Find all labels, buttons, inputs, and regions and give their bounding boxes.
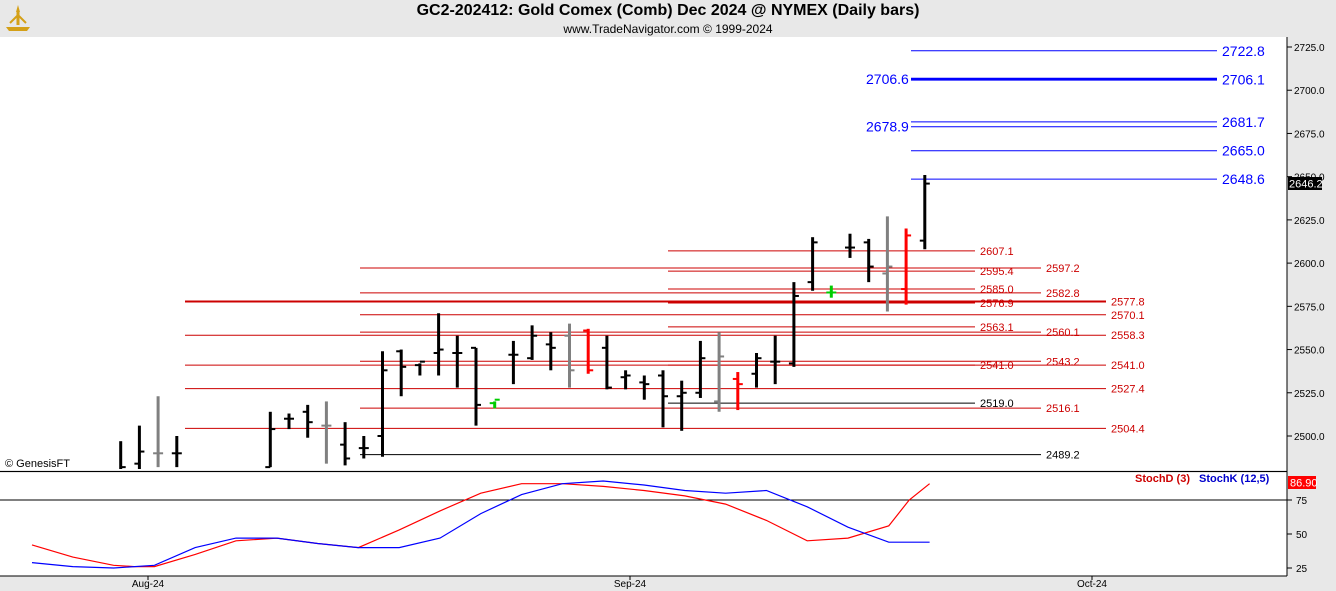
- y-tick-label: 2700.0: [1294, 86, 1325, 97]
- level-label: 2607.1: [980, 246, 1014, 258]
- y-tick-label: 2525.0: [1294, 389, 1325, 400]
- level-label: 2595.4: [980, 266, 1014, 278]
- chart-subtitle: www.TradeNavigator.com © 1999-2024: [563, 22, 773, 36]
- stoch-tick-label: 25: [1296, 564, 1308, 575]
- chart-title: GC2-202412: Gold Comex (Comb) Dec 2024 @…: [416, 2, 920, 19]
- y-tick-label: 2550.0: [1294, 346, 1325, 357]
- last-price-box: [1288, 177, 1322, 190]
- stoch-tick-label: 50: [1296, 530, 1308, 541]
- price-panel-bg: [0, 37, 1287, 470]
- level-label: 2570.1: [1111, 310, 1145, 322]
- level-label: 2577.8: [1111, 296, 1145, 308]
- level-label: 2582.8: [1046, 288, 1080, 300]
- level-label: 2541.0: [1111, 360, 1145, 372]
- legend-stochd: StochD (3): [1135, 473, 1190, 485]
- y-tick-label: 2725.0: [1294, 43, 1325, 54]
- trade-navigator-logo: [6, 5, 30, 31]
- level-label: 2681.7: [1222, 114, 1265, 130]
- ohlc-bars: [119, 174, 930, 469]
- stochastic-panel: 25 50 75: [31, 480, 1308, 575]
- x-tick-label: Oct-24: [1077, 579, 1107, 590]
- legend-stochk: StochK (12,5): [1199, 473, 1270, 485]
- level-label: 2706.1: [1222, 72, 1265, 88]
- level-label: 2576.9: [980, 298, 1014, 310]
- level-label: 2585.0: [980, 284, 1014, 296]
- stoch-tick-label: 75: [1296, 496, 1308, 507]
- level-label: 2560.1: [1046, 327, 1080, 339]
- y-tick-label: 2575.0: [1294, 302, 1325, 313]
- level-label: 2489.2: [1046, 450, 1080, 462]
- date-axis: Aug-24 Sep-24 Oct-24: [132, 576, 1107, 590]
- stoch-last-box: [1288, 476, 1316, 489]
- level-label: 2543.2: [1046, 356, 1080, 368]
- level-label: 2516.1: [1046, 403, 1080, 415]
- level-label: 2519.0: [980, 398, 1014, 410]
- level-label: 2722.8: [1222, 43, 1265, 59]
- chart-header: GC2-202412: Gold Comex (Comb) Dec 2024 @…: [0, 0, 1336, 37]
- stoch-axis-bg: [1287, 473, 1336, 576]
- y-tick-label: 2600.0: [1294, 259, 1325, 270]
- x-tick-label: Aug-24: [132, 579, 165, 590]
- x-tick-label: Sep-24: [614, 579, 647, 590]
- level-label: 2665.0: [1222, 143, 1265, 159]
- price-levels: 2722.8 2706.6 2706.1 2681.7 2678.9 2665.0 2648…: [185, 43, 1265, 462]
- level-label: 2648.6: [1222, 171, 1265, 187]
- stoch-line: [31, 480, 930, 569]
- level-label: 2597.2: [1046, 263, 1080, 275]
- last-price-label: 2646.2: [1289, 179, 1323, 191]
- level-label: 2706.6: [866, 71, 909, 87]
- price-axis-bg: [1287, 37, 1336, 470]
- level-label: 2504.4: [1111, 423, 1145, 435]
- level-label: 2678.9: [866, 119, 909, 135]
- level-label: 2558.3: [1111, 330, 1145, 342]
- y-tick-label: 2625.0: [1294, 216, 1325, 227]
- level-label: 2541.0: [980, 360, 1014, 372]
- y-tick-label: 2675.0: [1294, 129, 1325, 140]
- stoch-panel-bg: [0, 473, 1287, 576]
- stoch-last-value: 86.90: [1290, 478, 1318, 490]
- copyright-label: © GenesisFT: [5, 458, 70, 470]
- y-tick-label: 2500.0: [1294, 432, 1325, 443]
- level-label: 2563.1: [980, 322, 1014, 334]
- stoch-line: [31, 483, 930, 568]
- level-label: 2527.4: [1111, 384, 1145, 396]
